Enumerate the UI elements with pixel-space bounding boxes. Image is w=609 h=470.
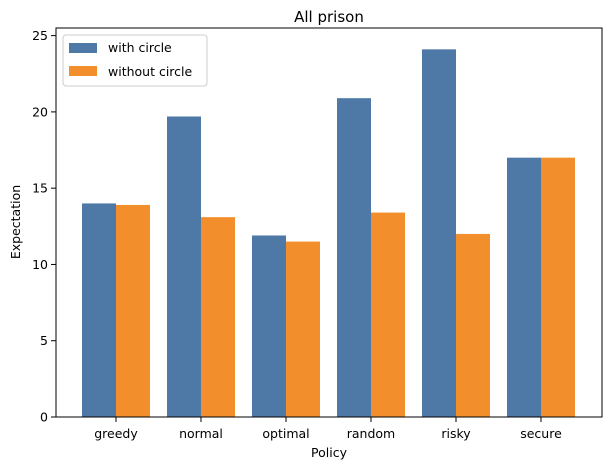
- bar-without-circle-random: [371, 212, 405, 417]
- x-axis-ticks: greedy normal optimal random risky secure: [94, 417, 562, 441]
- legend-swatch-with-circle: [69, 43, 97, 53]
- legend-swatch-without-circle: [69, 66, 97, 76]
- y-tick-label: 20: [32, 104, 48, 119]
- bar-with-circle-random: [337, 98, 371, 417]
- bar-without-circle-greedy: [116, 204, 150, 417]
- bar-without-circle-normal: [201, 217, 235, 417]
- bar-without-circle-optimal: [286, 241, 320, 417]
- x-tick-label-optimal: optimal: [262, 426, 309, 441]
- y-tick-label: 5: [40, 333, 48, 348]
- y-tick-label: 25: [32, 28, 48, 43]
- x-tick-label-random: random: [347, 426, 395, 441]
- bars-group: [82, 49, 575, 418]
- bar-with-circle-greedy: [82, 203, 116, 417]
- y-axis-ticks: 0 5 10 15 20 25: [32, 28, 56, 425]
- legend-label-with-circle: with circle: [108, 40, 172, 55]
- chart-title: All prison: [294, 8, 364, 26]
- x-tick-label-normal: normal: [179, 426, 223, 441]
- x-tick-label-risky: risky: [441, 426, 471, 441]
- y-tick-label: 0: [40, 410, 48, 425]
- axes: [55, 27, 603, 418]
- bar-with-circle-risky: [422, 49, 456, 417]
- plot-frame: [55, 27, 603, 418]
- bar-without-circle-risky: [456, 233, 490, 417]
- y-tick-label: 10: [32, 257, 48, 272]
- x-tick-label-greedy: greedy: [94, 426, 138, 441]
- bar-without-circle-secure: [541, 157, 575, 417]
- bar-with-circle-optimal: [252, 235, 286, 417]
- legend: with circle without circle: [62, 34, 208, 87]
- legend-label-without-circle: without circle: [108, 64, 193, 79]
- y-tick-label: 15: [32, 181, 48, 196]
- y-axis-label: Expectation: [8, 185, 23, 259]
- legend-box: [62, 34, 208, 87]
- bar-with-circle-normal: [167, 116, 201, 418]
- x-axis-label: Policy: [311, 445, 348, 460]
- x-tick-label-secure: secure: [520, 426, 562, 441]
- bar-with-circle-secure: [507, 157, 541, 417]
